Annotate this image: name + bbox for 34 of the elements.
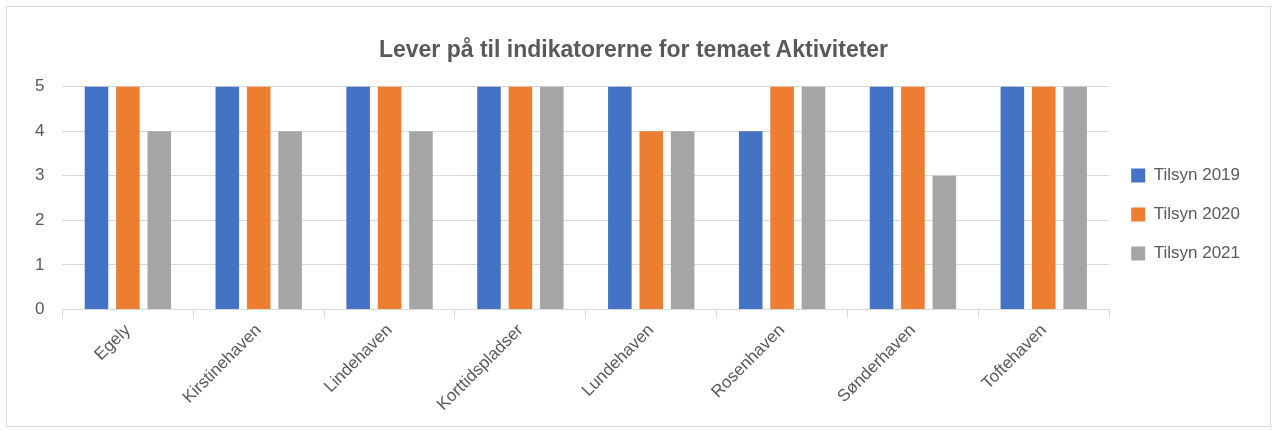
bar <box>84 86 109 309</box>
y-tick-label: 4 <box>34 120 45 140</box>
y-tick-label: 3 <box>34 165 45 185</box>
bar <box>801 86 826 309</box>
legend-label: Tilsyn 2020 <box>1153 204 1241 224</box>
bar <box>409 131 433 309</box>
bar <box>508 86 533 309</box>
bar <box>869 86 894 309</box>
bar <box>377 86 402 309</box>
bar <box>770 86 794 309</box>
y-tick-label: 0 <box>34 299 45 319</box>
bar <box>738 131 763 309</box>
bar <box>1000 86 1025 309</box>
y-tick-label: 2 <box>34 209 45 229</box>
chart-title: Lever på til indikatorerne for temaet Aktiviteter <box>378 36 889 63</box>
bar <box>147 131 172 309</box>
bar <box>116 86 140 309</box>
bar <box>639 131 664 309</box>
bar <box>1063 86 1087 309</box>
bar <box>346 86 370 309</box>
bar <box>246 86 271 309</box>
legend-label: Tilsyn 2021 <box>1153 243 1241 263</box>
bar <box>670 131 695 309</box>
y-tick-label: 1 <box>34 254 45 274</box>
bar <box>932 175 957 309</box>
bar <box>278 131 302 309</box>
y-tick-label: 5 <box>34 76 45 96</box>
legend-label: Tilsyn 2019 <box>1153 165 1241 185</box>
bar <box>1032 86 1056 309</box>
bar <box>215 86 240 309</box>
bar <box>540 86 564 309</box>
bar <box>477 86 501 309</box>
bar <box>608 86 632 309</box>
bar <box>901 86 925 309</box>
